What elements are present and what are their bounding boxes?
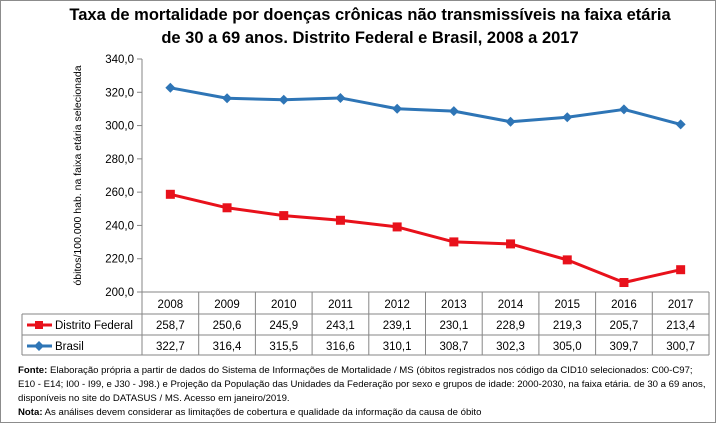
- data-point-square: [449, 237, 459, 247]
- data-point-square: [676, 265, 686, 275]
- y-tick-label: 280,0: [105, 154, 134, 166]
- data-point-square: [165, 189, 175, 199]
- nota-text: As análises devem considerar as limitaçõ…: [42, 407, 482, 418]
- data-point-square: [279, 211, 289, 221]
- legend-label-1: Brasil: [55, 341, 84, 353]
- x-category-label: 2010: [271, 299, 297, 311]
- data-point-diamond: [335, 92, 346, 103]
- x-category-label: 2014: [498, 299, 524, 311]
- series-line-0: [170, 192, 681, 285]
- data-value-cell: 205,7: [610, 320, 639, 332]
- data-value-cell: 310,1: [383, 341, 412, 353]
- data-value-cell: 316,6: [326, 341, 355, 353]
- data-point-diamond: [562, 112, 573, 123]
- x-category-label: 2009: [214, 299, 240, 311]
- data-point-diamond: [675, 119, 686, 130]
- fonte-label: Fonte:: [18, 365, 48, 376]
- data-point-diamond: [278, 94, 289, 105]
- data-value-cell: 305,0: [553, 341, 582, 353]
- x-category-label: 2015: [554, 299, 580, 311]
- y-tick-label: 320,0: [105, 87, 134, 99]
- data-point-square: [562, 255, 572, 265]
- data-point-diamond: [222, 93, 233, 104]
- legend-label-0: Distrito Federal: [55, 320, 133, 332]
- data-point-diamond: [165, 82, 176, 93]
- data-value-cell: 239,1: [383, 320, 412, 332]
- series-line-1: [170, 86, 682, 126]
- x-category-label: 2017: [668, 299, 694, 311]
- chart-title: Taxa de mortalidade por doenças crônicas…: [69, 6, 671, 47]
- legend-diamond-marker: [34, 341, 44, 351]
- data-value-cell: 258,7: [156, 320, 185, 332]
- y-tick-label: 200,0: [105, 287, 134, 299]
- data-point-square: [506, 239, 516, 249]
- x-category-label: 2013: [441, 299, 467, 311]
- data-value-cell: 243,1: [326, 320, 355, 332]
- legend-square-marker: [35, 321, 43, 329]
- data-point-square: [335, 215, 345, 225]
- x-category-label: 2012: [384, 299, 410, 311]
- data-point-diamond: [392, 103, 403, 114]
- fonte-text: Elaboração própria a partir de dados do …: [18, 365, 706, 404]
- y-tick-label: 240,0: [105, 220, 134, 232]
- data-value-cell: 230,1: [439, 320, 468, 332]
- data-value-cell: 219,3: [553, 320, 582, 332]
- data-value-cell: 308,7: [439, 341, 468, 353]
- source-notes: Fonte: Elaboração própria a partir de da…: [18, 364, 708, 420]
- data-point-square: [222, 203, 232, 213]
- y-tick-label: 300,0: [105, 121, 134, 133]
- data-value-cell: 322,7: [156, 341, 185, 353]
- nota-label: Nota:: [18, 407, 43, 418]
- data-point-diamond: [505, 116, 516, 127]
- x-category-label: 2008: [158, 299, 184, 311]
- data-value-cell: 250,6: [213, 320, 242, 332]
- y-tick-label: 340,0: [105, 54, 134, 66]
- data-value-cell: 213,4: [666, 320, 695, 332]
- y-tick-label: 260,0: [105, 187, 134, 199]
- data-value-cell: 245,9: [269, 320, 298, 332]
- data-point-diamond: [448, 106, 459, 117]
- x-category-label: 2016: [611, 299, 637, 311]
- data-point-square: [392, 222, 402, 232]
- y-tick-label: 220,0: [105, 254, 134, 266]
- x-category-label: 2011: [328, 299, 353, 311]
- data-value-cell: 302,3: [496, 341, 525, 353]
- data-point-square: [619, 278, 629, 288]
- data-value-cell: 315,5: [269, 341, 298, 353]
- data-value-cell: 309,7: [610, 341, 639, 353]
- data-point-diamond: [618, 104, 629, 115]
- y-axis-label: óbitos/100.000 hab. na faixa etária sele…: [72, 65, 84, 285]
- data-value-cell: 316,4: [213, 341, 242, 353]
- data-value-cell: 228,9: [496, 320, 525, 332]
- data-value-cell: 300,7: [666, 341, 695, 353]
